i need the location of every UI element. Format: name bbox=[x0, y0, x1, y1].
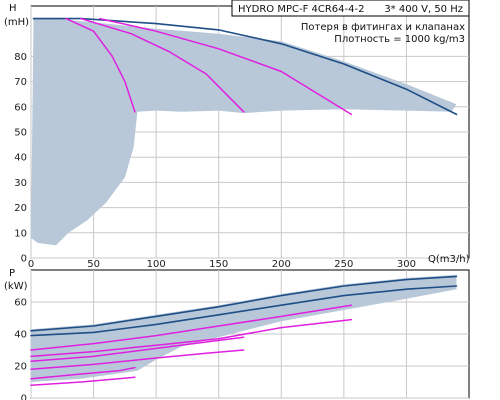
head-curve-2 bbox=[65, 17, 136, 113]
header-box bbox=[231, 0, 470, 17]
head-tick-labels: 0 10 20 30 40 50 60 70 80 0 50 100 150 200 250 300 bbox=[14, 52, 416, 270]
head-ytick-label: 70 bbox=[14, 77, 27, 88]
fittings-note: Потеря в фитингах и клапанах bbox=[301, 22, 465, 33]
power-curve-8 bbox=[30, 376, 136, 386]
head-ytick-label: 50 bbox=[14, 128, 27, 139]
head-operating-envelope bbox=[31, 18, 457, 246]
power-ytick-label: 20 bbox=[14, 362, 27, 373]
head-ytick-label: 10 bbox=[14, 228, 27, 239]
power-curve-4 bbox=[30, 318, 353, 358]
head-curve-4 bbox=[99, 17, 353, 116]
power-ytick-label: 40 bbox=[14, 330, 27, 341]
flow-xtick-label: 250 bbox=[334, 259, 353, 270]
power-envelope-layer bbox=[31, 274, 457, 382]
head-curve-3 bbox=[80, 17, 245, 113]
flow-xtick-label: 100 bbox=[147, 259, 166, 270]
head-axis-unit: (mH) bbox=[4, 17, 29, 28]
power-tick-labels: 0 20 40 60 bbox=[14, 298, 27, 400]
head-series-layer bbox=[32, 17, 458, 116]
power-ytick-label: 60 bbox=[14, 298, 27, 309]
flow-xtick-label: 300 bbox=[397, 259, 416, 270]
power-curve-1 bbox=[30, 275, 458, 332]
head-axis-symbol: H bbox=[9, 3, 17, 14]
supply-label: 3* 400 V, 50 Hz bbox=[384, 4, 463, 15]
flow-axis-label: Q(m3/h) bbox=[428, 254, 470, 265]
power-curve-5 bbox=[30, 336, 245, 362]
power-operating-envelope bbox=[31, 274, 457, 382]
power-curve-7 bbox=[30, 366, 136, 380]
flow-xtick-label: 200 bbox=[272, 259, 291, 270]
power-axis-symbol: P bbox=[9, 268, 15, 279]
head-ytick-label: 20 bbox=[14, 203, 27, 214]
head-ytick-label: 80 bbox=[14, 52, 27, 63]
head-ytick-label: 0 bbox=[21, 254, 27, 265]
density-note: Плотность = 1000 kg/m3 bbox=[334, 34, 465, 45]
model-label: HYDRO MPC-F 4CR64-4-2 bbox=[238, 4, 364, 15]
power-curve-6 bbox=[30, 349, 245, 370]
head-ytick-label: 30 bbox=[14, 178, 27, 189]
head-ytick-label: 60 bbox=[14, 102, 27, 113]
flow-xtick-label: 150 bbox=[209, 259, 228, 270]
flow-xtick-label: 0 bbox=[28, 259, 34, 270]
power-series-layer bbox=[30, 275, 458, 386]
flow-xtick-label: 50 bbox=[87, 259, 100, 270]
head-ytick-label: 40 bbox=[14, 153, 27, 164]
head-curve-1 bbox=[32, 17, 458, 116]
power-curve-3 bbox=[30, 304, 353, 351]
power-curve-2 bbox=[30, 285, 458, 337]
power-axis-unit: (kW) bbox=[4, 281, 28, 292]
head-envelope-layer bbox=[31, 18, 457, 246]
power-ytick-label: 0 bbox=[21, 394, 27, 400]
